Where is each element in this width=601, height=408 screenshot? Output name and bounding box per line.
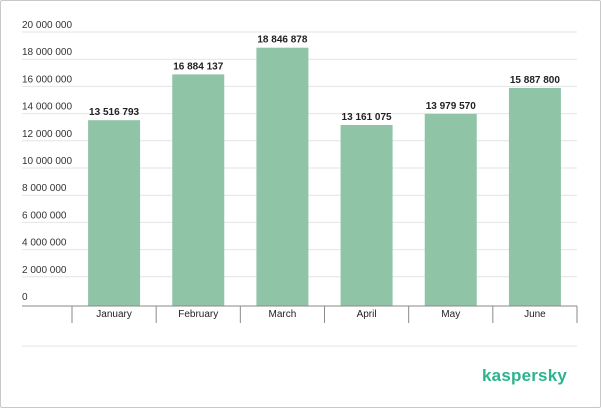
kaspersky-logo: kaspersky [482,366,567,385]
data-label: 18 846 878 [257,35,307,46]
bar-may [424,113,477,307]
data-label: 13 979 570 [426,101,476,112]
x-tick-label: February [178,309,218,320]
bar-february [172,74,225,307]
x-tick-label: January [96,309,132,320]
data-label: 16 884 137 [173,61,223,72]
x-tick-label: May [441,309,460,320]
y-tick-label: 18 000 000 [22,47,72,58]
y-tick-label: 12 000 000 [22,129,72,140]
bar-june [508,87,561,306]
bars [88,47,561,307]
y-axis-ticks: 0 2 000 000 4 000 000 6 000 000 8 000 000 10 … [22,20,72,303]
bar-january [88,120,141,306]
y-tick-label: 0 [22,292,28,303]
x-axis: January February March April May June [22,305,578,347]
y-tick-label: 4 000 000 [22,238,67,249]
bar-march [256,47,309,306]
y-tick-label: 10 000 000 [22,156,72,167]
bar-april [340,125,393,307]
y-tick-label: 2 000 000 [22,265,67,276]
y-tick-label: 14 000 000 [22,102,72,113]
y-tick-label: 16 000 000 [22,74,72,85]
data-label: 13 516 793 [89,107,139,118]
data-label: 15 887 800 [510,75,560,86]
x-tick-label: March [269,309,297,320]
y-tick-label: 6 000 000 [22,210,67,221]
y-tick-label: 20 000 000 [22,20,72,31]
data-labels: 13 516 793 16 884 137 18 846 878 13 161 075… [89,35,560,123]
x-tick-label: April [357,309,377,320]
x-tick-label: June [524,309,546,320]
y-tick-label: 8 000 000 [22,183,67,194]
data-label: 13 161 075 [342,112,392,123]
